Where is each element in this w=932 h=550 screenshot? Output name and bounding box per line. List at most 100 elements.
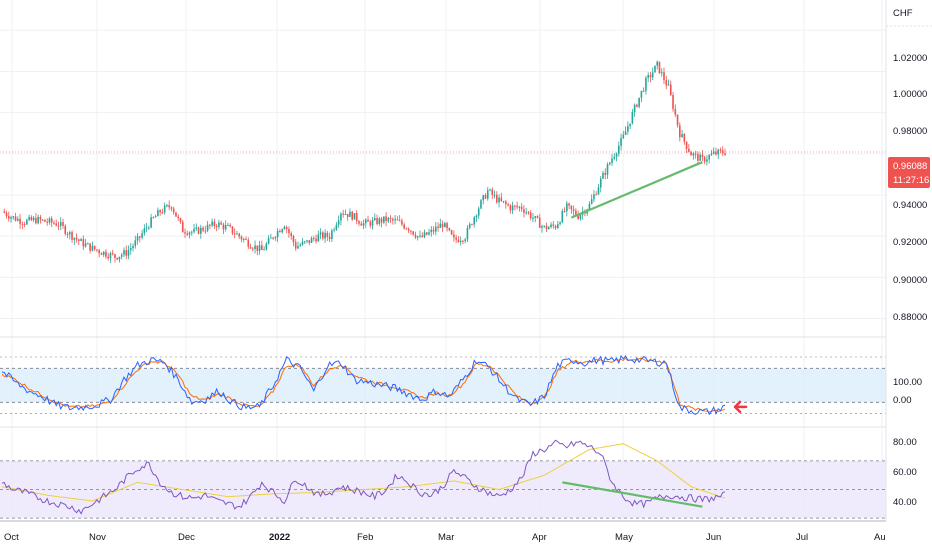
candle-body — [367, 219, 369, 222]
candle-body — [541, 226, 543, 228]
candle-body — [410, 230, 412, 232]
candle-body — [389, 217, 392, 219]
candle-body — [638, 97, 640, 107]
candle-body — [572, 209, 575, 211]
candle-body — [172, 208, 175, 213]
candle-body — [351, 211, 354, 220]
candle-body — [703, 157, 706, 162]
candle-body — [247, 239, 250, 247]
candle-body — [23, 224, 26, 226]
candle-body — [500, 197, 503, 201]
candle-body — [697, 153, 699, 161]
candle-body — [588, 204, 591, 210]
candle-body — [502, 200, 505, 202]
candle-body — [141, 233, 143, 238]
candle-body — [258, 245, 261, 251]
candle-body — [152, 217, 155, 219]
candle-body — [261, 245, 263, 251]
candle-body — [331, 230, 333, 239]
candle-body — [430, 229, 433, 233]
candle-body — [602, 172, 604, 179]
candle-body — [615, 153, 618, 157]
candle-body — [179, 218, 182, 222]
candle-body — [220, 222, 222, 225]
time-axis: Oct Nov Dec 2022 Feb Mar Apr May Jun Jul… — [0, 520, 886, 543]
candle-body — [109, 253, 112, 259]
candle-body — [498, 197, 500, 203]
candle-body — [514, 205, 516, 207]
candle-body — [224, 225, 227, 230]
candle-body — [157, 210, 159, 217]
candle-body — [10, 217, 12, 219]
candle-body — [457, 239, 460, 242]
candle-body — [575, 210, 577, 216]
candle-body — [46, 221, 49, 223]
candle-body — [328, 236, 331, 239]
candle-body — [466, 227, 469, 240]
candle-body — [459, 240, 462, 242]
candle-body — [263, 249, 265, 251]
candle-body — [371, 220, 374, 226]
candle-body — [453, 234, 455, 238]
candle-body — [62, 222, 64, 226]
candle-body — [414, 234, 417, 238]
candle-body — [629, 123, 631, 127]
time-label-may: May — [615, 532, 633, 543]
candle-body — [299, 244, 302, 246]
rsi-ma-line — [1, 443, 726, 502]
candle-body — [256, 245, 259, 251]
candle-body — [665, 80, 668, 86]
candle-body — [416, 236, 419, 238]
candle-body — [301, 241, 304, 245]
price-tick-3: 0.98000 — [893, 126, 927, 137]
candle-body — [270, 237, 272, 239]
last-price-value: 0.96088 — [893, 161, 927, 172]
candle-body — [556, 224, 559, 229]
time-label-feb: Feb — [357, 532, 373, 543]
candle-body — [215, 226, 218, 228]
candle-body — [505, 201, 507, 205]
candle-body — [21, 223, 24, 225]
candle-body — [68, 232, 71, 235]
candle-body — [274, 237, 277, 239]
candle-body — [620, 137, 622, 146]
candlestick-series — [3, 60, 726, 264]
candle-body — [84, 243, 87, 247]
time-label-jun: Jun — [706, 532, 721, 543]
candle-body — [647, 75, 649, 78]
candle-body — [683, 134, 686, 142]
rsi-tick-40: 40.00 — [893, 497, 917, 508]
candle-body — [276, 230, 279, 238]
candle-body — [349, 211, 351, 217]
candle-body — [642, 90, 645, 92]
candle-body — [55, 223, 58, 226]
candle-body — [482, 195, 485, 201]
candle-body — [360, 223, 363, 226]
candle-body — [37, 216, 39, 224]
candle-body — [663, 72, 665, 81]
candle-body — [396, 219, 399, 221]
candle-body — [154, 216, 157, 218]
candle-body — [669, 84, 672, 96]
candle-body — [231, 226, 234, 234]
stoch-d-line — [1, 357, 726, 413]
candle-body — [421, 235, 424, 237]
candle-body — [480, 200, 482, 209]
candle-body — [222, 224, 225, 230]
currency-label: CHF — [893, 8, 913, 19]
candle-body — [529, 212, 532, 219]
rsi-tick-80: 80.00 — [893, 437, 917, 448]
candle-body — [7, 216, 10, 219]
candle-body — [267, 238, 270, 244]
candle-body — [434, 226, 437, 232]
candle-body — [177, 216, 180, 219]
candle-body — [73, 237, 76, 240]
candle-body — [685, 141, 688, 149]
candle-body — [14, 216, 17, 221]
time-label-2022: 2022 — [269, 532, 290, 543]
candle-body — [340, 213, 342, 221]
candle-body — [190, 231, 193, 233]
candle-body — [238, 233, 241, 237]
candle-body — [59, 222, 62, 226]
